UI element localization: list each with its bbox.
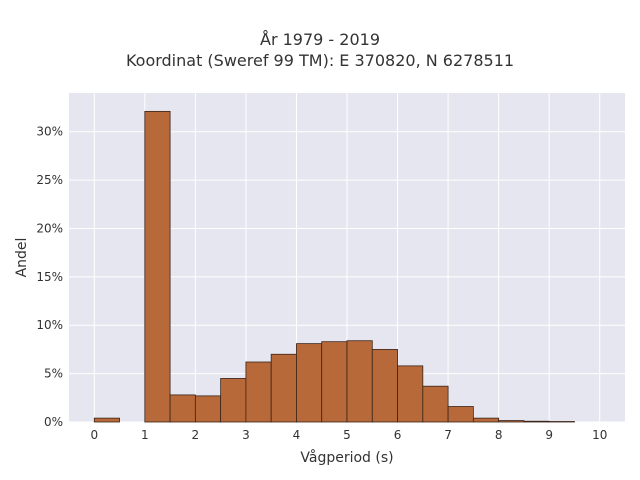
x-tick-label: 7 [444,428,452,442]
x-tick-label: 0 [90,428,98,442]
y-tick-label: 30% [36,125,63,139]
x-tick-label: 4 [293,428,301,442]
histogram-bar [270,353,297,423]
x-tick-label: 9 [545,428,553,442]
histogram-bar [346,340,373,423]
chart-title-line1: År 1979 - 2019 [260,30,380,49]
y-tick-label: 10% [36,318,63,332]
x-axis-label: Vågperiod (s) [300,449,393,466]
y-tick-labels: 0% 5% 10% 15% 20% 25% 30% [36,125,63,429]
histogram-bar [93,417,120,423]
histogram-bar [169,394,196,423]
y-tick-label: 25% [36,173,63,187]
histogram-bar [472,417,500,423]
histogram-bar [422,385,449,423]
x-tick-label: 8 [495,428,503,442]
x-tick-label: 10 [592,428,607,442]
bars [93,110,575,423]
histogram-bar [245,361,272,423]
histogram-bar [498,420,525,423]
histogram-bar [194,395,222,423]
y-tick-label: 15% [36,270,63,284]
y-tick-label: 20% [36,221,63,235]
y-tick-label: 0% [44,415,63,429]
histogram-bar [144,110,171,423]
x-tick-label: 1 [141,428,149,442]
histogram-bar [447,406,474,423]
y-axis-label: Andel [14,238,30,278]
histogram-bar [321,341,348,423]
histogram-bar [397,365,424,423]
x-tick-label: 3 [242,428,250,442]
x-tick-label: 5 [343,428,351,442]
histogram-bar [296,343,323,423]
x-tick-label: 2 [192,428,200,442]
histogram-bar [220,378,247,423]
x-tick-labels: 0 1 2 3 4 5 6 7 8 9 10 [90,428,607,442]
x-tick-label: 6 [394,428,402,442]
chart-title-line2: Koordinat (Sweref 99 TM): E 370820, N 62… [125,51,515,70]
histogram-bar [523,420,550,423]
y-tick-label: 5% [44,367,63,381]
histogram-bar [371,349,398,423]
